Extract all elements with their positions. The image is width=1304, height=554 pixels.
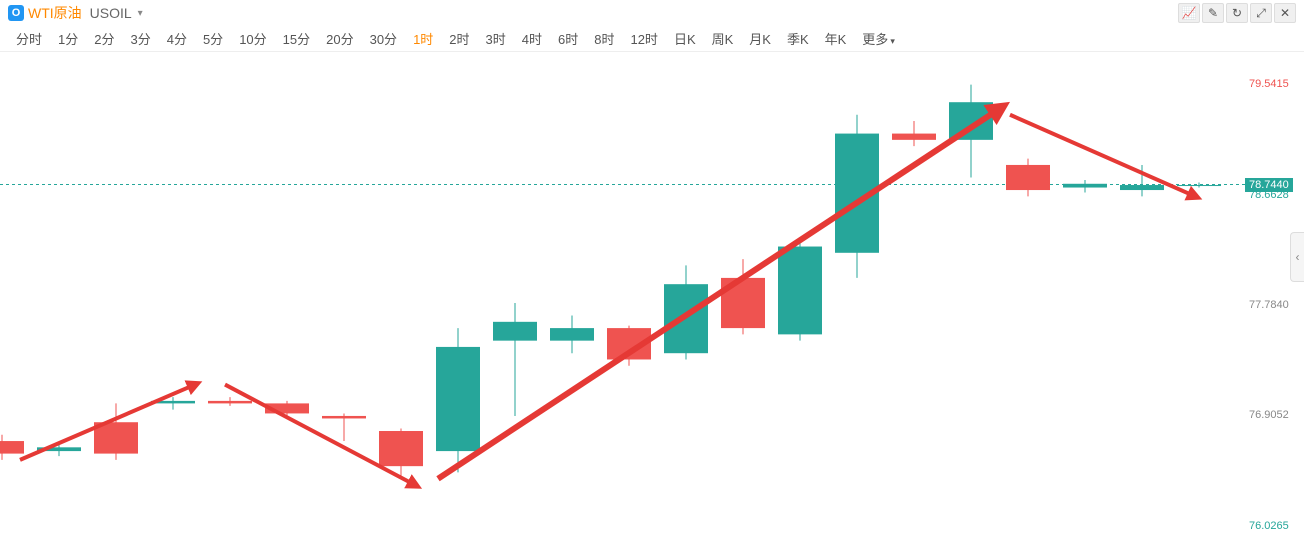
timeframe-季K[interactable]: 季K bbox=[779, 27, 817, 50]
timeframe-分时[interactable]: 分时 bbox=[8, 27, 50, 50]
timeframe-周K[interactable]: 周K bbox=[704, 27, 742, 50]
timeframe-bar: 分时1分2分3分4分5分10分15分20分30分1时2时3时4时6时8时12时日… bbox=[0, 26, 1304, 52]
timeframe-1时[interactable]: 1时 bbox=[405, 27, 441, 50]
timeframe-6时[interactable]: 6时 bbox=[550, 27, 586, 50]
timeframe-月K[interactable]: 月K bbox=[741, 27, 779, 50]
price-axis-label: 76.0265 bbox=[1249, 520, 1289, 532]
price-axis-label: 78.6628 bbox=[1249, 189, 1289, 201]
timeframe-2时[interactable]: 2时 bbox=[441, 27, 477, 50]
candle bbox=[322, 416, 366, 419]
timeframe-2分[interactable]: 2分 bbox=[86, 27, 122, 50]
fullscreen-button[interactable]: ⤢ bbox=[1250, 3, 1272, 23]
candle bbox=[493, 322, 537, 341]
candle bbox=[0, 441, 24, 454]
timeframe-5分[interactable]: 5分 bbox=[195, 27, 231, 50]
candle bbox=[379, 431, 423, 466]
timeframe-4分[interactable]: 4分 bbox=[159, 27, 195, 50]
timeframe-日K[interactable]: 日K bbox=[666, 27, 704, 50]
symbol-ticker: USOIL bbox=[90, 5, 132, 21]
timeframe-更多[interactable]: 更多▾ bbox=[854, 27, 903, 50]
candle bbox=[1006, 165, 1050, 190]
timeframe-3分[interactable]: 3分 bbox=[122, 27, 158, 50]
candle bbox=[1120, 185, 1164, 190]
timeframe-12时[interactable]: 12时 bbox=[622, 27, 665, 50]
chart-area[interactable]: 79.541578.744078.662877.784076.905276.02… bbox=[0, 52, 1304, 554]
symbol-section[interactable]: O WTI原油 USOIL ▾ bbox=[8, 3, 143, 23]
candle bbox=[1177, 185, 1221, 186]
candle bbox=[436, 347, 480, 451]
timeframe-年K[interactable]: 年K bbox=[817, 27, 855, 50]
chart-header: O WTI原油 USOIL ▾ 📈 ✎ ↻ ⤢ ✕ bbox=[0, 0, 1304, 26]
candle bbox=[550, 328, 594, 341]
price-axis: 79.541578.744078.662877.784076.905276.02… bbox=[1245, 52, 1304, 554]
candle bbox=[892, 134, 936, 140]
timeframe-3时[interactable]: 3时 bbox=[478, 27, 514, 50]
timeframe-15分[interactable]: 15分 bbox=[275, 27, 318, 50]
price-axis-label: 76.9052 bbox=[1249, 409, 1289, 421]
candlestick-chart[interactable] bbox=[0, 52, 1245, 554]
toolbar: 📈 ✎ ↻ ⤢ ✕ bbox=[1178, 3, 1296, 23]
logo-icon: O bbox=[8, 5, 24, 21]
indicator-button[interactable]: 📈 bbox=[1178, 3, 1200, 23]
timeframe-1分[interactable]: 1分 bbox=[50, 27, 86, 50]
trend-arrow bbox=[438, 108, 1000, 478]
candle bbox=[208, 401, 252, 404]
timeframe-20分[interactable]: 20分 bbox=[318, 27, 361, 50]
edit-button[interactable]: ✎ bbox=[1202, 3, 1224, 23]
candle bbox=[1063, 184, 1107, 188]
chevron-down-icon[interactable]: ▾ bbox=[138, 8, 143, 19]
timeframe-8时[interactable]: 8时 bbox=[586, 27, 622, 50]
refresh-button[interactable]: ↻ bbox=[1226, 3, 1248, 23]
candle bbox=[778, 247, 822, 335]
expand-panel-tab[interactable]: ‹ bbox=[1290, 232, 1304, 282]
close-button[interactable]: ✕ bbox=[1274, 3, 1296, 23]
timeframe-10分[interactable]: 10分 bbox=[231, 27, 274, 50]
price-axis-label: 77.7840 bbox=[1249, 299, 1289, 311]
symbol-name: WTI原油 bbox=[28, 3, 82, 23]
timeframe-4时[interactable]: 4时 bbox=[514, 27, 550, 50]
timeframe-30分[interactable]: 30分 bbox=[362, 27, 405, 50]
price-axis-label: 79.5415 bbox=[1249, 78, 1289, 90]
